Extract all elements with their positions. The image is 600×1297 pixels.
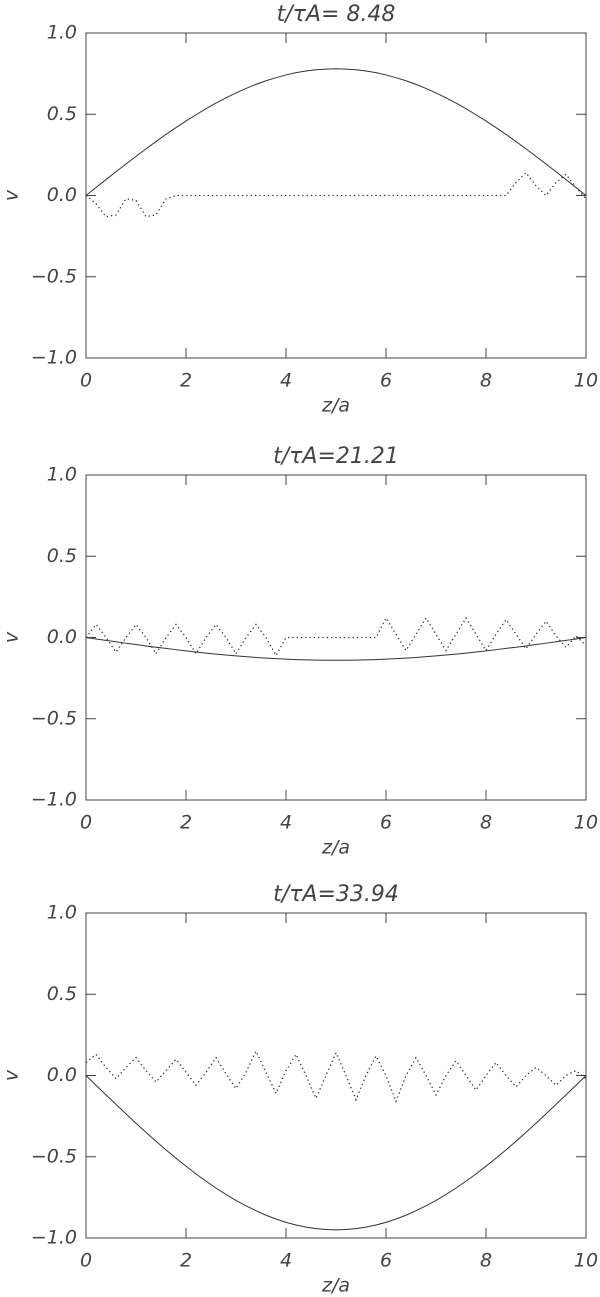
chart-title: t/τA=21.21 xyxy=(273,444,399,469)
y-tick-label: 0.5 xyxy=(47,983,77,1005)
x-tick-label: 4 xyxy=(280,370,292,392)
x-tick-label: 0 xyxy=(80,1250,92,1272)
y-tick-label: −0.5 xyxy=(31,1145,77,1167)
data-line xyxy=(85,68,587,196)
chart-title: t/τA=33.94 xyxy=(273,882,399,907)
y-axis-label: v xyxy=(1,189,23,201)
y-tick-label: 0.0 xyxy=(47,1064,77,1086)
data-line xyxy=(85,1049,587,1104)
x-tick-label: 8 xyxy=(480,812,492,834)
x-tick-label: 6 xyxy=(380,1250,392,1272)
x-tick-label: 2 xyxy=(180,1250,192,1272)
x-axis-label: z/a xyxy=(321,837,350,859)
y-tick-label: 1.0 xyxy=(47,464,77,486)
y-axis-label: v xyxy=(1,1069,23,1081)
plot-frame xyxy=(85,912,587,1239)
y-tick-label: −1.0 xyxy=(31,1227,77,1249)
x-tick-label: 4 xyxy=(280,1250,292,1272)
x-axis-label: z/a xyxy=(321,395,350,417)
x-tick-label: 6 xyxy=(380,370,392,392)
y-tick-label: −1.0 xyxy=(31,347,77,369)
x-axis-label: z/a xyxy=(321,1275,350,1297)
x-tick-label: 0 xyxy=(80,812,92,834)
y-tick-label: 0.0 xyxy=(47,184,77,206)
x-tick-label: 0 xyxy=(80,370,92,392)
y-tick-label: −1.0 xyxy=(31,789,77,811)
x-tick-label: 6 xyxy=(380,812,392,834)
chart-title: t/τA= 8.48 xyxy=(277,2,396,27)
y-tick-label: 0.0 xyxy=(47,626,77,648)
y-tick-label: 1.0 xyxy=(47,22,77,44)
y-axis-label: v xyxy=(1,631,23,643)
x-tick-label: 2 xyxy=(180,812,192,834)
y-tick-label: 0.5 xyxy=(47,103,77,125)
x-tick-label: 8 xyxy=(480,370,492,392)
x-tick-label: 10 xyxy=(574,370,598,392)
x-tick-label: 8 xyxy=(480,1250,492,1272)
data-line xyxy=(85,616,587,657)
x-tick-label: 10 xyxy=(574,1250,598,1272)
data-line xyxy=(85,637,587,661)
x-tick-label: 2 xyxy=(180,370,192,392)
data-line xyxy=(85,171,587,218)
plot-frame xyxy=(85,32,587,359)
data-line xyxy=(85,1075,587,1231)
y-tick-label: −0.5 xyxy=(31,265,77,287)
y-tick-label: −0.5 xyxy=(31,707,77,729)
y-tick-label: 0.5 xyxy=(47,545,77,567)
x-tick-label: 4 xyxy=(280,812,292,834)
x-tick-label: 10 xyxy=(574,812,598,834)
y-tick-label: 1.0 xyxy=(47,902,77,924)
